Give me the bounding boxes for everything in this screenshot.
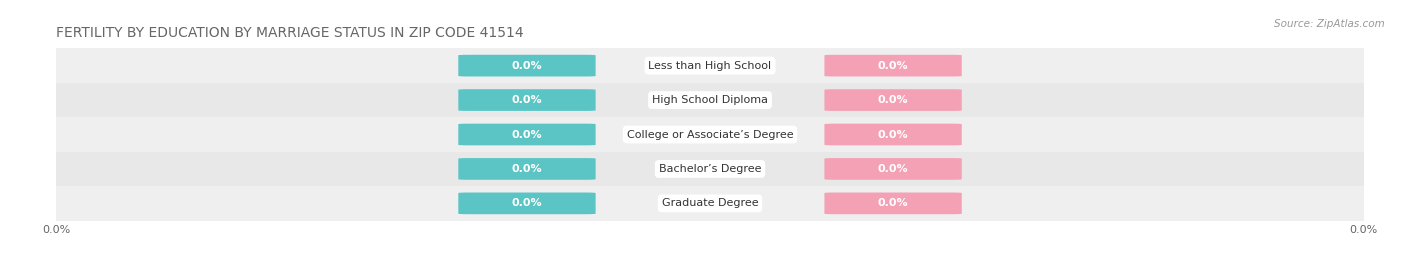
- Text: FERTILITY BY EDUCATION BY MARRIAGE STATUS IN ZIP CODE 41514: FERTILITY BY EDUCATION BY MARRIAGE STATU…: [56, 26, 524, 40]
- Text: 0.0%: 0.0%: [512, 129, 543, 140]
- Text: 0.0%: 0.0%: [877, 198, 908, 208]
- Text: College or Associate’s Degree: College or Associate’s Degree: [627, 129, 793, 140]
- Text: Less than High School: Less than High School: [648, 61, 772, 71]
- Bar: [56, 152, 1364, 186]
- Text: Bachelor’s Degree: Bachelor’s Degree: [659, 164, 761, 174]
- Bar: [56, 48, 1364, 83]
- Text: Graduate Degree: Graduate Degree: [662, 198, 758, 208]
- Text: 0.0%: 0.0%: [877, 129, 908, 140]
- FancyBboxPatch shape: [824, 124, 962, 145]
- Bar: [56, 186, 1364, 221]
- FancyBboxPatch shape: [458, 193, 596, 214]
- Text: 0.0%: 0.0%: [877, 95, 908, 105]
- FancyBboxPatch shape: [458, 158, 596, 180]
- FancyBboxPatch shape: [458, 55, 596, 76]
- Text: High School Diploma: High School Diploma: [652, 95, 768, 105]
- Bar: [56, 83, 1364, 117]
- Text: 0.0%: 0.0%: [877, 164, 908, 174]
- Text: 0.0%: 0.0%: [512, 164, 543, 174]
- FancyBboxPatch shape: [458, 89, 596, 111]
- FancyBboxPatch shape: [824, 193, 962, 214]
- Text: 0.0%: 0.0%: [512, 61, 543, 71]
- FancyBboxPatch shape: [824, 55, 962, 76]
- FancyBboxPatch shape: [824, 89, 962, 111]
- Text: 0.0%: 0.0%: [512, 198, 543, 208]
- Legend: Married, Unmarried: Married, Unmarried: [621, 264, 799, 269]
- Bar: [56, 117, 1364, 152]
- FancyBboxPatch shape: [458, 124, 596, 145]
- FancyBboxPatch shape: [824, 158, 962, 180]
- Text: 0.0%: 0.0%: [512, 95, 543, 105]
- Text: Source: ZipAtlas.com: Source: ZipAtlas.com: [1274, 19, 1385, 29]
- Text: 0.0%: 0.0%: [877, 61, 908, 71]
